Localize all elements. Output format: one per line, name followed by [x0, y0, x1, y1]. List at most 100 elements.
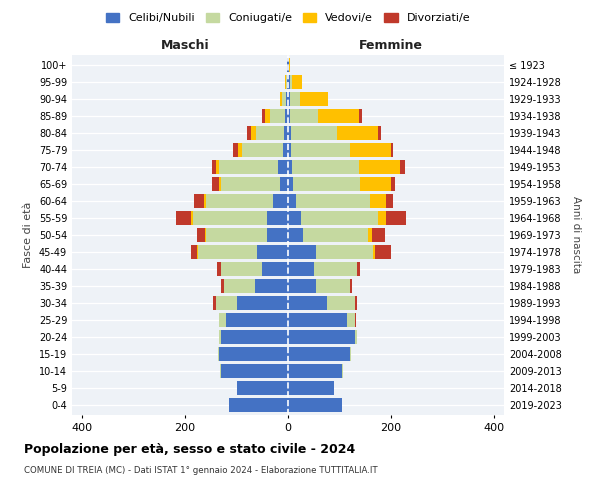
Bar [242, 144, 283, 157]
Bar [288, 211, 301, 225]
Bar [283, 92, 286, 106]
Bar [288, 279, 316, 292]
Legend: Celibi/Nubili, Coniugati/e, Vedovi/e, Divorziati/e: Celibi/Nubili, Coniugati/e, Vedovi/e, Di… [101, 8, 475, 28]
Bar [288, 262, 314, 276]
Bar [214, 296, 216, 310]
Bar [268, 228, 288, 242]
Bar [278, 160, 288, 174]
Bar [355, 330, 358, 344]
Bar [288, 126, 290, 140]
Bar [221, 279, 224, 292]
Bar [292, 76, 302, 89]
Bar [216, 160, 218, 174]
Bar [226, 313, 288, 326]
Bar [360, 178, 391, 191]
Bar [293, 178, 360, 191]
Bar [233, 144, 238, 157]
Bar [288, 194, 296, 208]
Bar [292, 160, 359, 174]
Bar [257, 245, 288, 259]
Bar [236, 381, 288, 394]
Bar [314, 262, 358, 276]
Bar [212, 160, 216, 174]
Bar [221, 330, 288, 344]
Bar [288, 76, 290, 89]
Bar [262, 262, 288, 276]
Bar [288, 178, 293, 191]
Bar [289, 58, 290, 72]
Bar [355, 296, 358, 310]
Bar [283, 144, 288, 157]
Bar [342, 364, 343, 378]
Bar [206, 228, 268, 242]
Bar [272, 194, 288, 208]
Bar [358, 262, 360, 276]
Bar [386, 211, 406, 225]
Text: Maschi: Maschi [161, 38, 209, 52]
Bar [288, 398, 342, 411]
Bar [359, 160, 400, 174]
Bar [218, 160, 278, 174]
Bar [254, 279, 288, 292]
Bar [288, 160, 292, 174]
Bar [376, 245, 391, 259]
Bar [176, 211, 191, 225]
Bar [224, 279, 254, 292]
Bar [212, 178, 218, 191]
Bar [319, 110, 359, 123]
Bar [286, 110, 288, 123]
Bar [191, 245, 197, 259]
Bar [288, 92, 290, 106]
Bar [304, 228, 368, 242]
Bar [347, 313, 355, 326]
Bar [221, 364, 288, 378]
Bar [218, 347, 288, 360]
Text: COMUNE DI TREIA (MC) - Dati ISTAT 1° gennaio 2024 - Elaborazione TUTTITALIA.IT: COMUNE DI TREIA (MC) - Dati ISTAT 1° gen… [24, 466, 377, 475]
Bar [290, 76, 292, 89]
Bar [287, 76, 288, 89]
Bar [218, 313, 226, 326]
Text: Popolazione per età, sesso e stato civile - 2024: Popolazione per età, sesso e stato civil… [24, 442, 355, 456]
Bar [296, 194, 370, 208]
Bar [193, 211, 268, 225]
Bar [288, 144, 290, 157]
Bar [290, 144, 350, 157]
Bar [288, 245, 316, 259]
Bar [368, 228, 372, 242]
Bar [355, 313, 356, 326]
Bar [378, 126, 380, 140]
Bar [280, 92, 283, 106]
Bar [370, 194, 386, 208]
Bar [197, 245, 198, 259]
Bar [290, 92, 300, 106]
Bar [288, 313, 347, 326]
Bar [265, 110, 270, 123]
Bar [285, 76, 286, 89]
Bar [220, 364, 221, 378]
Bar [268, 211, 288, 225]
Bar [198, 245, 257, 259]
Bar [337, 126, 378, 140]
Bar [194, 194, 204, 208]
Bar [270, 110, 286, 123]
Text: Femmine: Femmine [359, 38, 423, 52]
Bar [197, 228, 205, 242]
Bar [400, 160, 405, 174]
Bar [290, 110, 319, 123]
Bar [251, 126, 256, 140]
Bar [359, 110, 362, 123]
Bar [204, 194, 206, 208]
Bar [301, 211, 378, 225]
Bar [205, 228, 206, 242]
Bar [262, 110, 265, 123]
Bar [300, 92, 328, 106]
Bar [286, 76, 287, 89]
Bar [288, 296, 326, 310]
Bar [288, 228, 304, 242]
Bar [218, 178, 221, 191]
Bar [206, 194, 272, 208]
Bar [350, 279, 352, 292]
Bar [288, 110, 290, 123]
Bar [284, 126, 288, 140]
Bar [221, 178, 280, 191]
